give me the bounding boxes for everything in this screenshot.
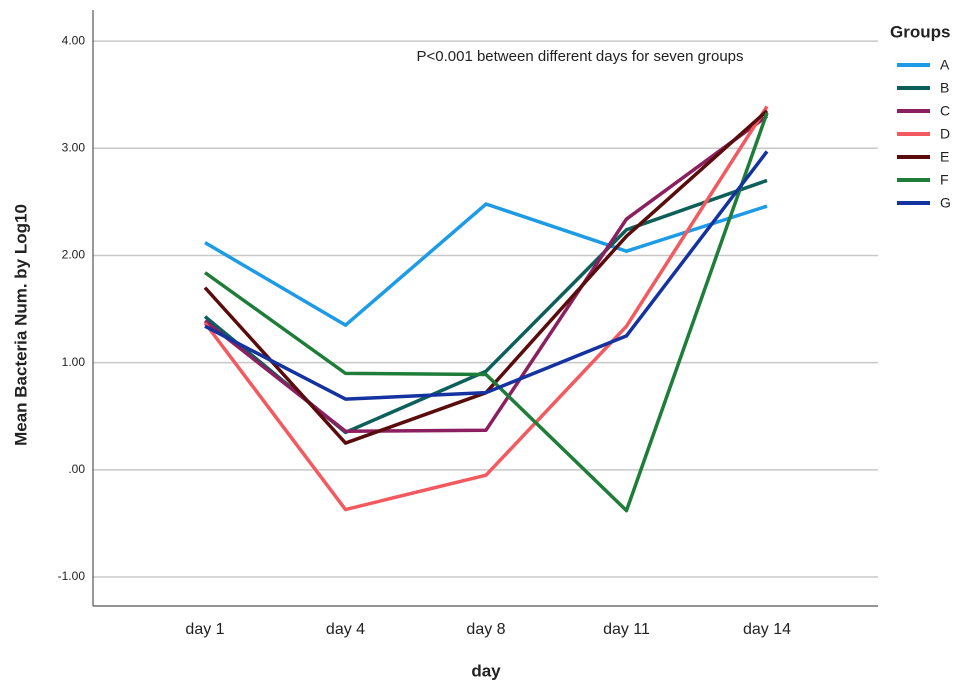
line: [203, 114, 769, 434]
line: [203, 112, 769, 513]
x-tick-label: day 4: [326, 621, 365, 638]
y-tick-label: 1.00: [62, 355, 86, 369]
x-tick-label: day 14: [743, 621, 791, 638]
x-axis-title: day: [471, 661, 501, 680]
x-tick-label: day 1: [185, 621, 224, 638]
x-tick-label: day 11: [603, 621, 650, 638]
line: [203, 178, 768, 435]
legend-label: E: [940, 149, 949, 165]
y-tick-label: 3.00: [62, 140, 86, 154]
legend-label: D: [940, 126, 950, 142]
legend-label: C: [940, 103, 950, 119]
line: [204, 202, 768, 327]
legend-label: A: [940, 57, 950, 73]
y-axis-title: Mean Bacteria Num. by Log10: [11, 204, 30, 446]
legend-title: Groups: [890, 22, 950, 41]
y-tick-label: 2.00: [62, 248, 86, 262]
line: [204, 150, 769, 401]
legend-label: G: [940, 195, 951, 211]
legend-label: F: [940, 172, 949, 188]
line: [203, 105, 769, 512]
annotation: P<0.001 between different days for seven…: [416, 48, 743, 65]
legend-label: B: [940, 80, 949, 96]
x-tick-label: day 8: [466, 621, 505, 638]
y-tick-label: .00: [68, 462, 85, 476]
y-tick-label: -1.00: [58, 569, 86, 583]
y-tick-label: 4.00: [62, 33, 86, 47]
